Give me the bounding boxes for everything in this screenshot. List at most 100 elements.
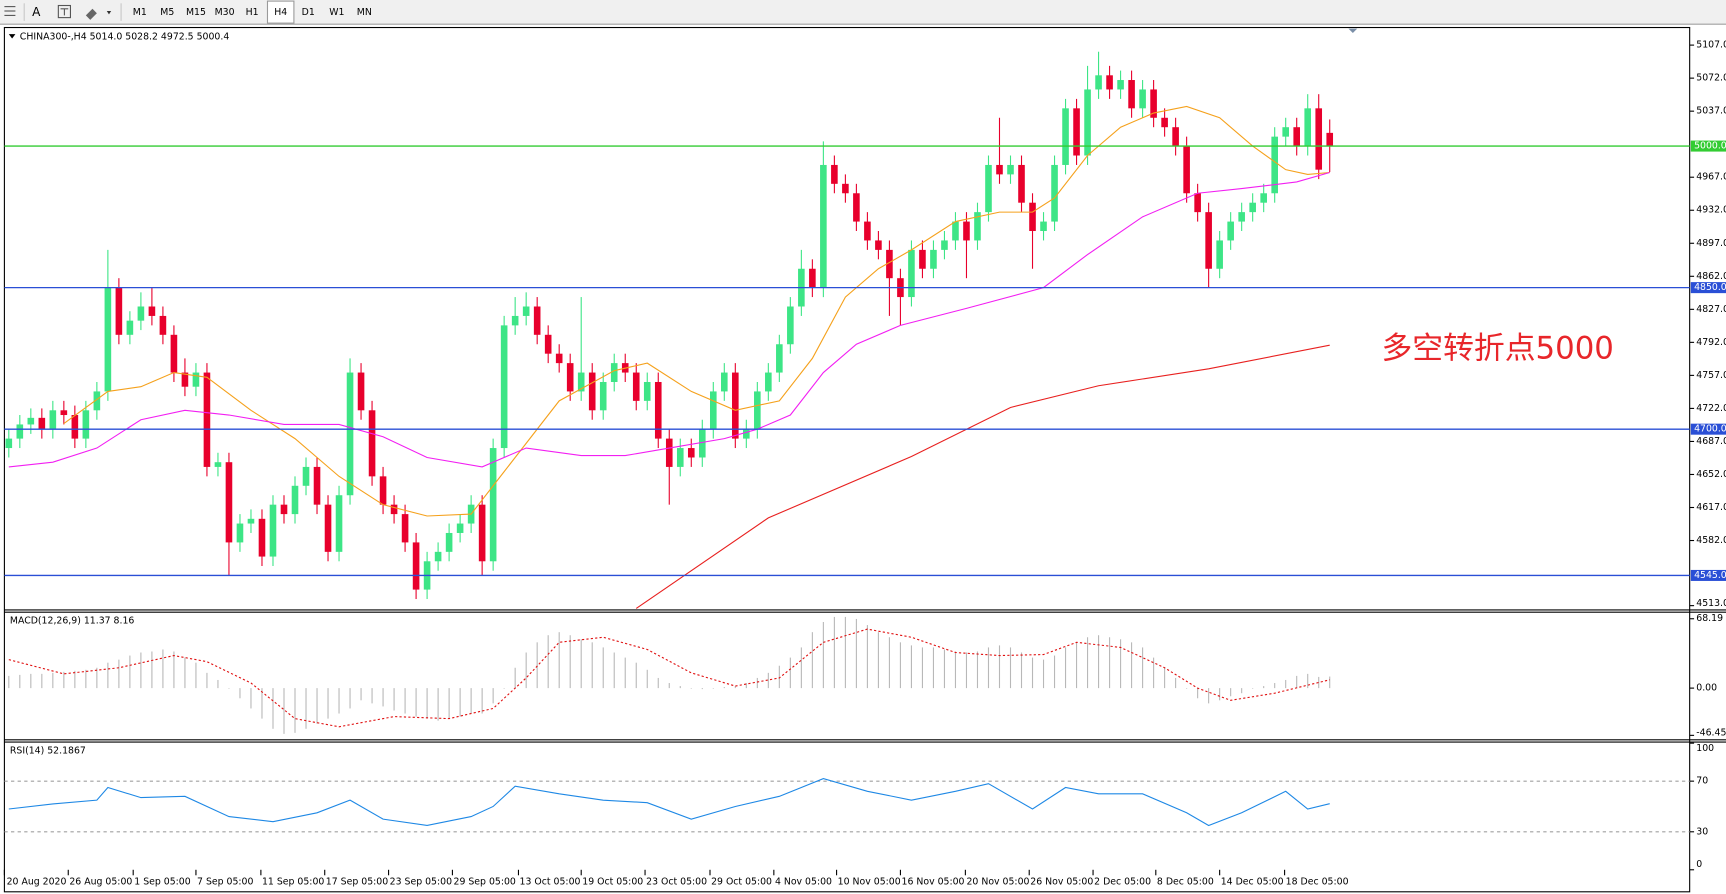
macd-bar [844, 616, 846, 689]
x-tick-label: 26 Nov 05:00 [1030, 876, 1093, 887]
macd-bar [382, 688, 384, 707]
level-label-box [1690, 282, 1726, 294]
macd-bar [305, 688, 307, 729]
macd-bar [756, 677, 758, 689]
candle-body [280, 504, 288, 515]
y-tick-label: 4513.0 [1696, 598, 1726, 609]
candle-body [368, 410, 376, 477]
macd-bar [976, 651, 979, 689]
candle-body [170, 334, 178, 373]
macd-bar [1307, 673, 1309, 689]
macd-bar [261, 688, 263, 719]
macd-bar [888, 637, 890, 689]
macd-bar [1219, 688, 1221, 701]
timeframe-button[interactable]: M1 [133, 7, 147, 18]
y-tick-label: -46.45 [1696, 728, 1726, 739]
panel-title: MACD(12,26,9) 11.37 8.16 [10, 615, 134, 626]
candle-body [247, 518, 255, 524]
macd-bar [52, 672, 54, 689]
macd-bar [635, 662, 637, 689]
macd-bar [448, 688, 450, 719]
macd-bar [1142, 647, 1144, 689]
macd-bar [866, 625, 868, 689]
candle-body [687, 448, 695, 458]
candle-body [732, 372, 739, 439]
candle-body [1282, 127, 1289, 137]
candle-body [765, 372, 772, 392]
candle-body [82, 410, 90, 439]
macd-bar [1175, 677, 1177, 689]
candle-body [313, 466, 321, 505]
y-tick-label: 4757.0 [1696, 370, 1726, 381]
macd-bar [943, 649, 946, 689]
candle-body [930, 249, 937, 269]
timeframe-button[interactable]: H4 [274, 7, 287, 18]
candle-body [1326, 132, 1334, 146]
macd-bar [965, 652, 968, 689]
candle-body [1293, 127, 1301, 147]
level-label: 4850.0 [1694, 282, 1726, 293]
candle-body [291, 485, 299, 515]
macd-signal [8, 628, 1330, 728]
macd-bar [1009, 647, 1012, 689]
macd-bar [96, 667, 98, 689]
candle-body [820, 164, 827, 288]
timeframe-button[interactable]: H1 [246, 7, 259, 18]
timeframe-button[interactable]: M15 [186, 7, 206, 18]
macd-bar [811, 632, 813, 689]
y-tick-label: 70 [1696, 776, 1708, 787]
macd-bar [877, 632, 879, 689]
macd-bar [1186, 688, 1188, 689]
candle-body [588, 372, 596, 411]
candle-body [908, 249, 915, 298]
macd-bar [1042, 659, 1045, 689]
candle-body [5, 438, 13, 449]
macd-bar [239, 688, 241, 699]
y-tick-label: 4827.0 [1696, 304, 1726, 315]
macd-bar [327, 688, 329, 719]
candle-body [974, 212, 981, 241]
objects-icon[interactable] [85, 8, 112, 20]
macd-bar [800, 647, 802, 689]
tool-button[interactable]: A [32, 5, 41, 19]
timeframe-button[interactable]: M30 [215, 7, 235, 18]
timeframe-button[interactable]: W1 [329, 7, 344, 18]
candle-body [610, 363, 618, 382]
macd-bar [228, 688, 230, 689]
macd-bar [8, 675, 10, 689]
macd-bar [701, 688, 703, 690]
candle-body [93, 391, 101, 411]
toolbar [0, 0, 1726, 25]
candle-body [665, 438, 673, 467]
macd-bar [217, 679, 219, 689]
x-tick-label: 2 Dec 05:00 [1094, 876, 1151, 887]
x-tick-label: 29 Sep 05:00 [454, 876, 516, 887]
x-tick-label: 20 Nov 05:00 [966, 876, 1029, 887]
candle-body [632, 372, 640, 401]
candle-body [941, 240, 948, 250]
timeframe-button[interactable]: MN [357, 7, 372, 18]
text-tool-icon[interactable] [57, 4, 71, 19]
candle-body [1260, 193, 1267, 203]
candle-body [1095, 75, 1102, 90]
macd-bar [1285, 679, 1287, 689]
candle-body [1106, 75, 1113, 90]
timeframe-button[interactable]: D1 [302, 7, 315, 18]
candle-body [787, 306, 794, 345]
moving-average [635, 344, 1330, 609]
candle-body [1018, 164, 1025, 203]
candle-body [500, 325, 508, 449]
toolbar-background [0, 0, 1726, 25]
macd-bar [1230, 688, 1232, 697]
candle-body [1227, 221, 1234, 241]
macd-bar [767, 672, 769, 689]
candle-body [864, 221, 871, 241]
macd-bar [19, 674, 21, 689]
menu-icon[interactable] [4, 6, 16, 16]
timeframe-button[interactable]: M5 [160, 7, 174, 18]
y-tick-label: 30 [1696, 826, 1708, 837]
macd-bar [998, 645, 1001, 689]
x-tick-label: 17 Sep 05:00 [326, 876, 388, 887]
y-tick-label: 5037.0 [1696, 106, 1726, 117]
candle-body [809, 268, 816, 288]
